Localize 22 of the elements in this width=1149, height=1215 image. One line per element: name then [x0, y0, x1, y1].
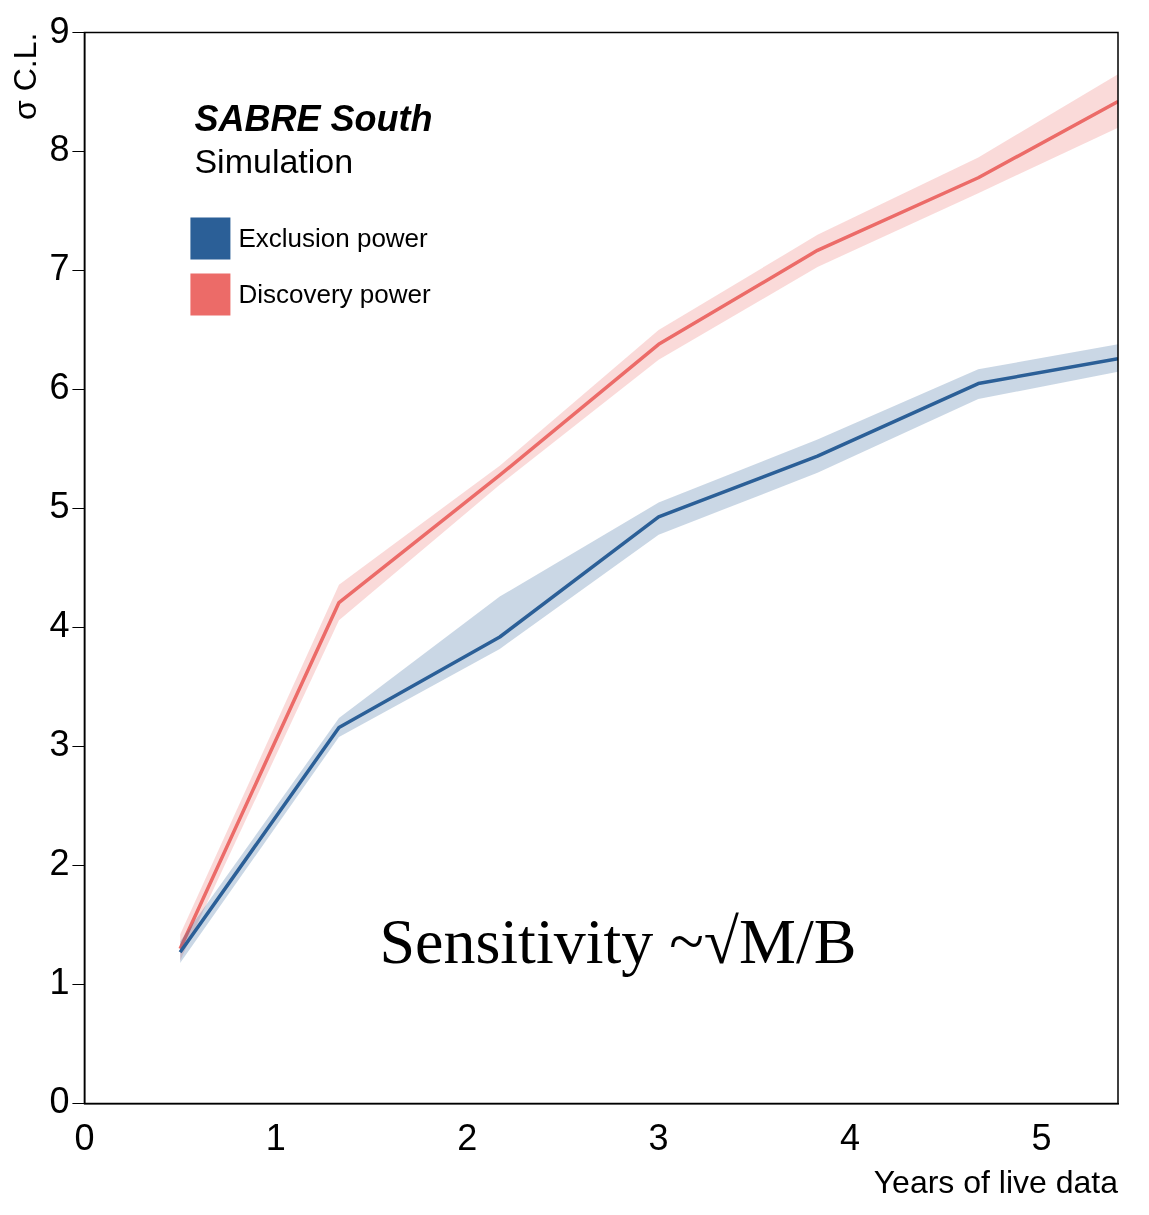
y-tick-label: 8	[49, 128, 70, 170]
y-tick-label: 3	[49, 723, 70, 765]
y-tick-label: 5	[49, 485, 70, 527]
annotation: SABRE South	[194, 97, 433, 139]
y-tick-label: 6	[49, 366, 70, 408]
y-axis-title: σ C.L.	[7, 32, 44, 120]
x-tick-label: 1	[265, 1116, 286, 1158]
y-tick-label: 4	[49, 604, 70, 646]
x-axis-title: Years of live data	[873, 1163, 1119, 1200]
x-tick-label: 4	[840, 1116, 861, 1158]
annotation: Simulation	[194, 141, 354, 180]
annotation: Sensitivity ~√M/B	[379, 905, 857, 977]
x-tick-label: 5	[1031, 1116, 1052, 1158]
y-tick-label: 7	[49, 247, 70, 289]
legend-label: Discovery power	[238, 278, 431, 309]
x-tick-label: 2	[457, 1116, 478, 1158]
y-tick-label: 1	[49, 961, 70, 1003]
y-tick-label: 2	[49, 842, 70, 884]
x-tick-label: 3	[648, 1116, 669, 1158]
y-tick-label: 0	[49, 1080, 70, 1122]
legend-label: Exclusion power	[238, 222, 429, 253]
y-tick-label: 9	[49, 9, 70, 51]
